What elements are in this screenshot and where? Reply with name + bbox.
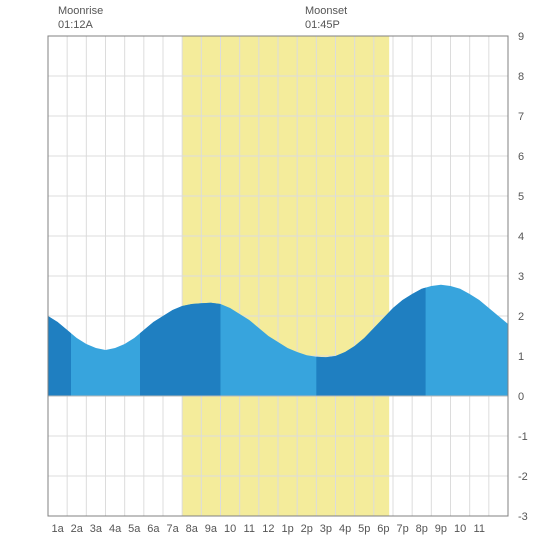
x-tick-label: 8a [186,523,199,535]
x-tick-label: 5a [128,523,141,535]
x-tick-label: 3a [90,523,103,535]
x-tick-label: 1p [281,523,293,535]
moonrise-time: 01:12A [58,19,94,31]
y-tick-label: 3 [518,271,524,283]
y-tick-label: 9 [518,31,524,43]
tide-chart: 1a2a3a4a5a6a7a8a9a1011121p2p3p4p5p6p7p8p… [0,0,550,550]
x-tick-label: 7a [166,523,179,535]
chart-svg: 1a2a3a4a5a6a7a8a9a1011121p2p3p4p5p6p7p8p… [0,0,550,550]
y-tick-label: 5 [518,191,524,203]
y-tick-label: 2 [518,311,524,323]
x-tick-label: 7p [396,523,408,535]
x-tick-label: 9a [205,523,218,535]
y-tick-label: 6 [518,151,524,163]
x-tick-label: 6a [147,523,160,535]
x-tick-label: 4a [109,523,122,535]
x-tick-label: 11 [244,523,255,535]
y-tick-label: 8 [518,71,524,83]
x-tick-label: 5p [358,523,370,535]
y-tick-label: 7 [518,111,524,123]
x-tick-label: 10 [224,523,236,535]
moonset-title: Moonset [305,5,347,17]
y-tick-label: 1 [518,351,524,363]
x-tick-label: 9p [435,523,447,535]
x-tick-label: 2a [71,523,84,535]
x-tick-label: 2p [301,523,313,535]
moonset-time: 01:45P [305,19,340,31]
x-tick-label: 6p [377,523,389,535]
y-tick-label: 0 [518,391,524,403]
y-tick-label: -1 [518,431,528,443]
x-tick-label: 10 [454,523,466,535]
y-tick-label: -2 [518,471,528,483]
moonrise-title: Moonrise [58,5,103,17]
x-tick-label: 1a [51,523,64,535]
y-tick-label: -3 [518,511,528,523]
x-tick-label: 3p [320,523,332,535]
x-tick-label: 8p [416,523,428,535]
x-tick-label: 11 [474,523,485,535]
y-tick-label: 4 [518,231,524,243]
x-tick-label: 4p [339,523,351,535]
x-tick-label: 12 [262,523,274,535]
